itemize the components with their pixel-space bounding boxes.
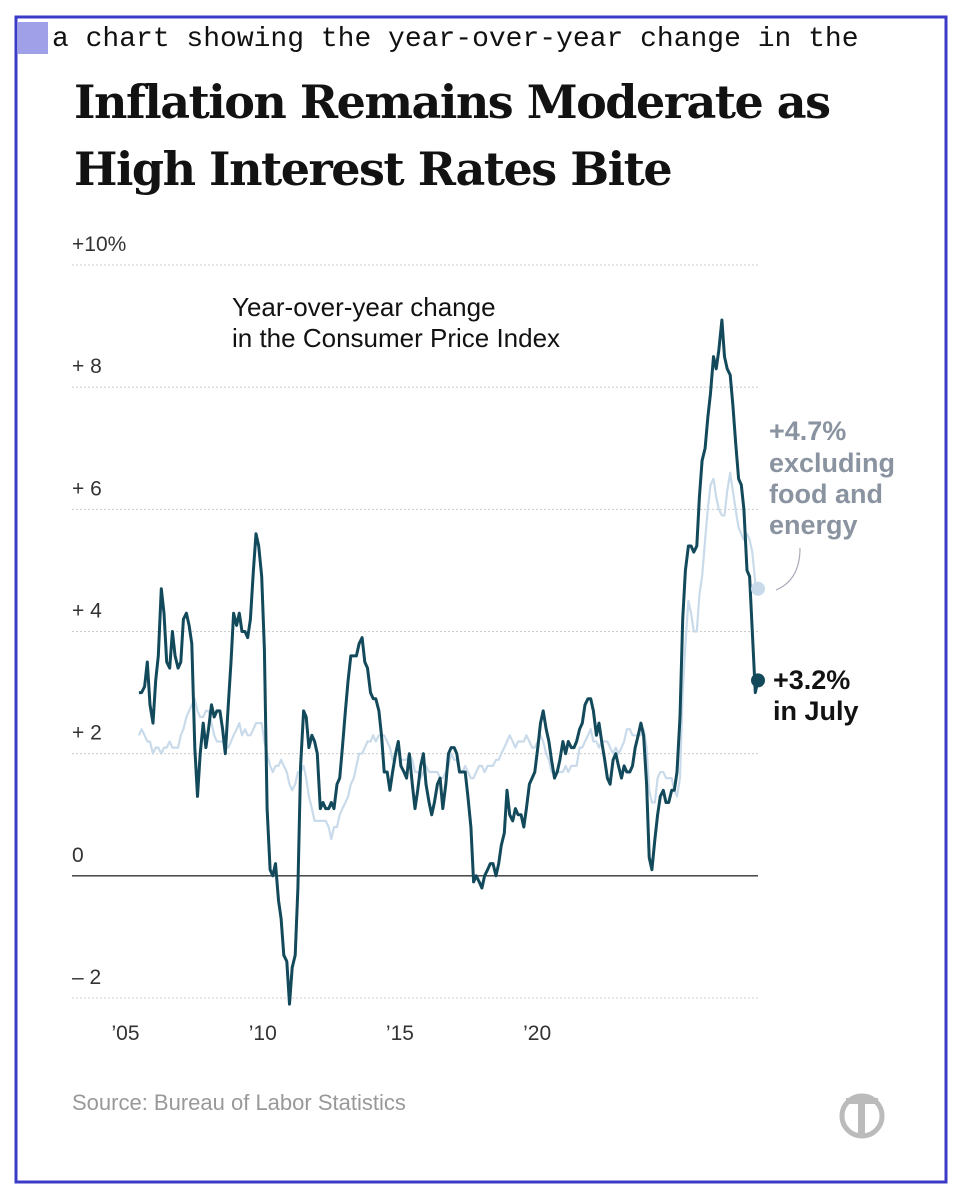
annotation: food and	[769, 479, 883, 509]
y-tick-label: + 6	[72, 477, 102, 500]
alt-icon	[18, 22, 48, 54]
annotation-arrow	[775, 547, 801, 591]
y-tick-label: + 8	[72, 355, 102, 378]
y-tick-label: + 4	[72, 600, 102, 623]
y-tick-label: – 2	[72, 966, 101, 989]
series-line	[138, 318, 760, 1006]
y-tick-label: + 2	[72, 722, 102, 745]
x-tick-label: ’20	[523, 1022, 551, 1045]
subtitle: Year-over-year change	[232, 292, 496, 322]
source: Source: Bureau of Labor Statistics	[72, 1090, 406, 1115]
subtitle: in the Consumer Price Index	[232, 323, 560, 353]
y-tick-label: +10%	[72, 233, 126, 256]
y-tick-label: 0	[72, 844, 84, 867]
annotation: excluding	[769, 448, 895, 478]
annotation: +4.7%	[769, 416, 846, 446]
x-tick-label: ’05	[112, 1022, 140, 1045]
end-dot	[751, 581, 765, 596]
frame-border	[14, 15, 948, 1184]
x-tick-label: ’10	[249, 1022, 277, 1045]
annotation: energy	[769, 510, 858, 540]
annotation: +3.2%	[773, 665, 850, 695]
x-tick-label: ’15	[386, 1022, 414, 1045]
chart-title: Inflation Remains Moderate as	[74, 75, 830, 129]
end-dot	[751, 673, 765, 688]
annotation: in July	[773, 696, 859, 726]
logo	[839, 1093, 885, 1139]
chart-title: High Interest Rates Bite	[74, 142, 671, 196]
alt-text: a chart showing the year-over-year chang…	[52, 24, 859, 55]
